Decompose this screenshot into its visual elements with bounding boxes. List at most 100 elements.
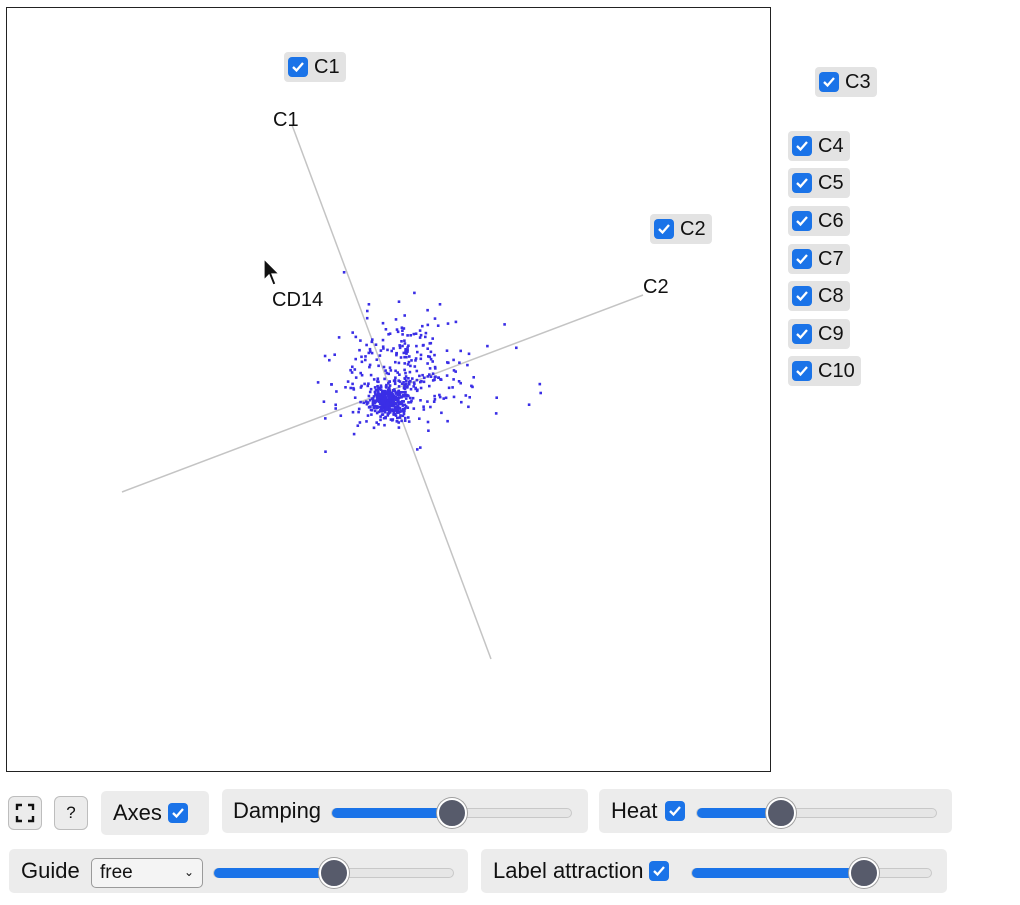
heat-slider[interactable] xyxy=(696,798,937,828)
heat-slider-thumb[interactable] xyxy=(765,798,796,828)
toggle-c7[interactable]: C7 xyxy=(788,244,850,274)
help-button[interactable]: ? xyxy=(54,796,88,830)
guide-slider-thumb[interactable] xyxy=(318,858,349,888)
data-point xyxy=(398,410,401,414)
data-point xyxy=(396,405,400,408)
data-point xyxy=(452,378,455,381)
axis-label-c1[interactable]: C1 xyxy=(273,109,299,131)
toggle-c8[interactable]: C8 xyxy=(788,281,850,311)
data-point xyxy=(429,357,433,361)
toggle-c10[interactable]: C10 xyxy=(788,356,861,386)
data-point xyxy=(382,365,386,369)
data-point xyxy=(401,404,405,407)
data-point xyxy=(385,405,389,408)
data-point xyxy=(401,407,405,411)
data-point xyxy=(373,409,377,413)
data-point xyxy=(446,419,449,423)
toggle-label: C2 xyxy=(680,217,706,240)
axes-checkbox[interactable] xyxy=(167,803,188,823)
data-point xyxy=(527,403,531,406)
data-point xyxy=(397,421,400,424)
checkbox-c5[interactable] xyxy=(792,173,812,193)
data-point xyxy=(374,405,378,408)
data-point xyxy=(445,349,449,352)
data-point xyxy=(447,386,451,390)
data-point xyxy=(390,349,393,353)
damping-slider-thumb[interactable] xyxy=(436,798,467,828)
data-point xyxy=(360,360,364,364)
checkbox-c3[interactable] xyxy=(819,72,839,92)
damping-slider[interactable] xyxy=(331,798,572,828)
data-point xyxy=(393,402,397,405)
data-point xyxy=(431,379,435,382)
data-point xyxy=(367,382,370,385)
checkbox-c10[interactable] xyxy=(792,361,812,381)
data-point xyxy=(402,351,406,355)
toggle-c9[interactable]: C9 xyxy=(788,319,850,349)
data-point xyxy=(382,396,385,399)
data-point xyxy=(375,411,379,415)
axis-label-c2[interactable]: C2 xyxy=(643,276,669,298)
data-point xyxy=(396,393,400,397)
data-point xyxy=(403,355,406,359)
toggle-label: C7 xyxy=(818,247,844,270)
checkbox-c2[interactable] xyxy=(654,219,674,239)
label-attraction-checkbox[interactable] xyxy=(649,861,670,881)
guide-select[interactable]: free ⌄ xyxy=(91,858,203,888)
data-point xyxy=(365,316,369,320)
checkbox-c4[interactable] xyxy=(792,136,812,156)
data-point xyxy=(370,408,374,412)
data-point xyxy=(376,377,380,380)
checkbox-c1[interactable] xyxy=(288,57,308,77)
toggle-c1[interactable]: C1 xyxy=(284,52,346,82)
toggle-c5[interactable]: C5 xyxy=(788,168,850,198)
data-point xyxy=(385,408,388,411)
heat-checkbox[interactable] xyxy=(665,801,686,821)
axis-label-cd14[interactable]: CD14 xyxy=(272,289,324,311)
toggle-c3[interactable]: C3 xyxy=(815,67,877,97)
data-point xyxy=(369,350,372,353)
checkbox-c8[interactable] xyxy=(792,286,812,306)
data-point xyxy=(400,382,404,385)
data-point xyxy=(403,362,406,365)
toggle-c6[interactable]: C6 xyxy=(788,206,850,236)
data-point xyxy=(367,406,371,409)
data-point xyxy=(403,403,407,407)
data-point xyxy=(389,399,392,403)
data-point xyxy=(426,420,430,424)
data-point xyxy=(381,407,385,410)
fullscreen-button[interactable] xyxy=(8,796,42,830)
data-point xyxy=(387,395,390,399)
data-point xyxy=(433,365,437,369)
data-point xyxy=(495,396,498,399)
data-point xyxy=(431,360,434,363)
data-point xyxy=(419,333,423,337)
guide-slider[interactable] xyxy=(213,858,454,888)
checkbox-c9[interactable] xyxy=(792,324,812,344)
data-point xyxy=(382,347,385,350)
data-point xyxy=(368,398,372,402)
data-point xyxy=(379,418,382,422)
data-point xyxy=(378,354,382,357)
data-point xyxy=(416,350,419,354)
data-point xyxy=(409,400,413,404)
data-point xyxy=(426,347,429,350)
data-point xyxy=(398,373,401,376)
projection-plot[interactable]: C1 C2 CD14 xyxy=(6,7,771,772)
data-point xyxy=(403,368,406,372)
label-attraction-slider[interactable] xyxy=(691,858,932,888)
data-point xyxy=(406,348,409,352)
data-point xyxy=(412,385,415,388)
data-point xyxy=(396,416,399,420)
data-point xyxy=(416,388,419,392)
checkbox-c6[interactable] xyxy=(792,211,812,231)
label-attraction-slider-thumb[interactable] xyxy=(849,858,880,888)
toggle-c4[interactable]: C4 xyxy=(788,131,850,161)
data-point xyxy=(393,378,397,382)
plot-canvas[interactable] xyxy=(7,8,769,770)
data-point xyxy=(354,376,358,379)
toggle-c2[interactable]: C2 xyxy=(650,214,712,244)
data-point xyxy=(407,420,411,423)
data-point xyxy=(369,373,373,377)
checkbox-c7[interactable] xyxy=(792,249,812,269)
